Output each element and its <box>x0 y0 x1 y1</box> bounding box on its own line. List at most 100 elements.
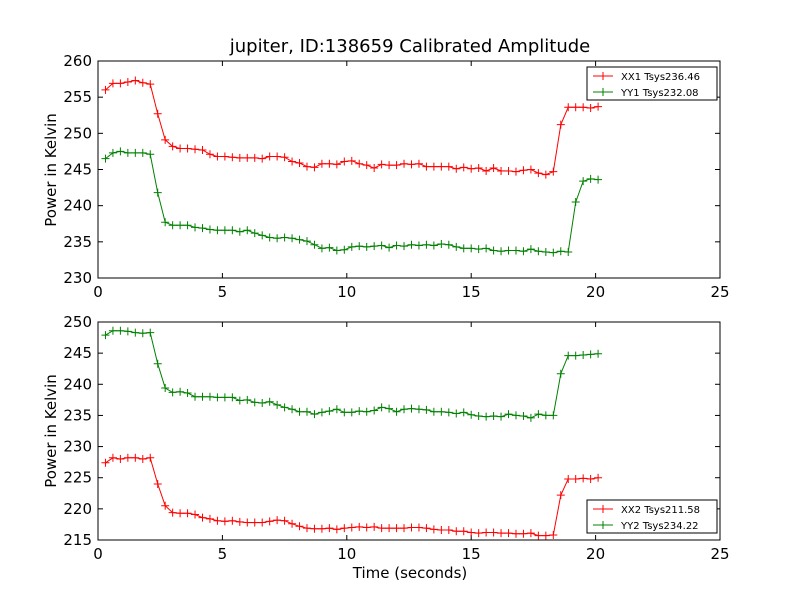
data-point <box>429 525 438 534</box>
data-point <box>183 509 192 518</box>
data-point <box>370 242 379 251</box>
data-point <box>526 413 535 422</box>
data-point <box>183 144 192 153</box>
data-point <box>534 531 543 540</box>
data-point <box>392 407 401 416</box>
data-point <box>228 393 237 402</box>
data-point <box>258 518 267 527</box>
data-point <box>489 246 498 255</box>
data-point <box>437 240 446 249</box>
y-tick-label: 255 <box>63 88 92 106</box>
data-point <box>131 328 140 337</box>
data-point <box>474 529 483 538</box>
y-tick-label: 235 <box>63 233 92 251</box>
data-point <box>474 412 483 421</box>
data-point <box>317 524 326 533</box>
data-point <box>504 529 513 538</box>
data-point <box>213 226 222 235</box>
data-point <box>288 519 297 528</box>
data-point <box>317 244 326 253</box>
data-point <box>467 528 476 537</box>
y-tick-label: 250 <box>63 124 92 142</box>
data-point <box>176 144 185 153</box>
data-point <box>317 408 326 417</box>
data-point <box>407 404 416 413</box>
data-point <box>429 241 438 250</box>
data-point <box>288 157 297 166</box>
data-point <box>556 491 565 500</box>
data-point <box>497 529 506 538</box>
data-point <box>153 109 162 118</box>
data-point <box>273 400 282 409</box>
data-point <box>474 245 483 254</box>
data-point <box>549 531 558 540</box>
data-point <box>310 524 319 533</box>
data-point <box>205 225 214 234</box>
data-point <box>392 241 401 250</box>
data-point <box>511 167 520 176</box>
data-point <box>265 397 274 406</box>
x-tick-label: 5 <box>218 283 228 301</box>
data-point <box>146 328 155 337</box>
data-point <box>198 224 207 233</box>
data-point <box>549 167 558 176</box>
data-point <box>108 79 117 88</box>
top-y-axis-label: Power in Kelvin <box>42 113 60 227</box>
data-point <box>191 510 200 519</box>
x-tick-label: 10 <box>337 283 356 301</box>
data-point <box>123 77 132 86</box>
data-point <box>489 412 498 421</box>
data-point <box>467 410 476 419</box>
data-point <box>444 162 453 171</box>
y-tick-label: 245 <box>63 161 92 179</box>
data-point <box>564 351 573 360</box>
data-point <box>534 247 543 256</box>
data-point <box>235 517 244 526</box>
data-point <box>594 175 603 184</box>
data-point <box>213 516 222 525</box>
data-point <box>362 242 371 251</box>
data-point <box>332 525 341 534</box>
data-point <box>407 160 416 169</box>
data-point <box>422 524 431 533</box>
data-point <box>228 226 237 235</box>
x-tick-label: 5 <box>218 545 228 563</box>
data-point <box>131 76 140 85</box>
data-point <box>213 393 222 402</box>
data-point <box>161 135 170 144</box>
data-point <box>340 157 349 166</box>
data-point <box>220 152 229 161</box>
data-point <box>444 240 453 249</box>
data-point <box>429 407 438 416</box>
data-point <box>459 527 468 536</box>
data-point <box>168 508 177 517</box>
data-point <box>549 411 558 420</box>
data-point <box>497 247 506 256</box>
data-point <box>541 411 550 420</box>
data-point <box>258 231 267 240</box>
data-point <box>452 242 461 251</box>
data-point <box>422 162 431 171</box>
data-point <box>526 245 535 254</box>
data-point <box>362 523 371 532</box>
data-point <box>594 349 603 358</box>
data-point <box>146 453 155 462</box>
data-point <box>482 244 491 253</box>
data-point <box>400 524 409 533</box>
data-point <box>325 159 334 168</box>
data-point <box>467 164 476 173</box>
data-point <box>579 177 588 186</box>
data-point <box>153 359 162 368</box>
data-point <box>332 246 341 255</box>
y-tick-label: 240 <box>63 197 92 215</box>
data-point <box>526 165 535 174</box>
data-point <box>407 240 416 249</box>
data-point <box>482 166 491 175</box>
data-point <box>586 350 595 359</box>
data-point <box>556 247 565 256</box>
data-point <box>176 387 185 396</box>
data-point <box>131 453 140 462</box>
data-point <box>325 524 334 533</box>
data-point <box>452 164 461 173</box>
